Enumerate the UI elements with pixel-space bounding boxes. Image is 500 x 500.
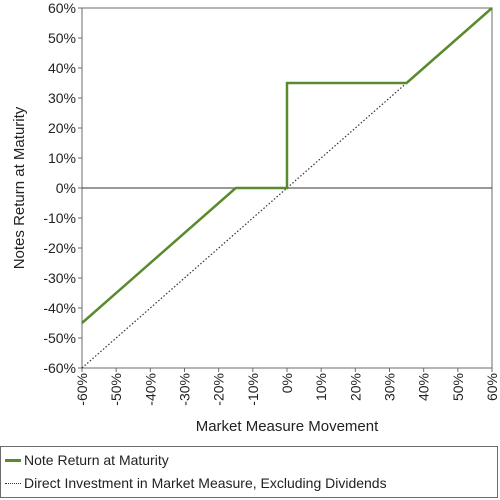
y-tick-label: 0% <box>56 180 76 196</box>
x-tick-label: 60% <box>484 373 500 401</box>
legend-swatch-solid-line <box>5 458 21 462</box>
y-tick-label: -30% <box>43 270 76 286</box>
y-tick-label: 40% <box>48 60 76 76</box>
x-tick-label: 30% <box>382 373 398 401</box>
x-tick-label: 10% <box>313 373 329 401</box>
x-tick-labels: -60% -50% -40% -30% -20% -10% 0% 10% 20% 30% 40% 50… <box>74 373 500 406</box>
x-tick-label: 50% <box>450 373 466 401</box>
legend-label: Note Return at Maturity <box>24 452 169 468</box>
x-tick-label: -60% <box>74 373 90 406</box>
y-tick-label: 30% <box>48 90 76 106</box>
legend-swatch-dotted-line <box>5 482 21 484</box>
y-tick-label: 50% <box>48 30 76 46</box>
x-tick-label: -20% <box>211 373 227 406</box>
y-tick-label: -60% <box>43 360 76 376</box>
legend-item-note-return: Note Return at Maturity <box>5 450 169 470</box>
x-tick-label: 20% <box>347 373 363 401</box>
y-tick-label: -50% <box>43 330 76 346</box>
legend-item-direct-investment: Direct Investment in Market Measure, Exc… <box>5 473 387 493</box>
x-tick-label: -50% <box>108 373 124 406</box>
x-tick-label: 0% <box>279 373 295 393</box>
x-tick-label: -10% <box>245 373 261 406</box>
chart-svg: 60% 50% 40% 30% 20% 10% 0% -10% -20% -30% -40% -50%… <box>11 0 500 435</box>
y-tick-label: -40% <box>43 300 76 316</box>
y-tick-label: -20% <box>43 240 76 256</box>
x-tick-label: 40% <box>416 373 432 401</box>
x-tick-marks <box>81 368 493 372</box>
series-layer <box>81 7 493 369</box>
note-return-line <box>81 7 493 324</box>
y-axis-title: Notes Return at Maturity <box>11 106 28 269</box>
y-tick-label: 10% <box>48 150 76 166</box>
y-tick-label: -10% <box>43 210 76 226</box>
y-tick-label: 60% <box>48 0 76 16</box>
y-tick-labels: 60% 50% 40% 30% 20% 10% 0% -10% -20% -30% -40% -50%… <box>43 0 76 376</box>
chart-legend: Note Return at Maturity Direct Investmen… <box>0 446 498 498</box>
x-tick-label: -30% <box>177 373 193 406</box>
x-axis-title: Market Measure Movement <box>196 418 379 435</box>
y-tick-label: 20% <box>48 120 76 136</box>
x-tick-label: -40% <box>142 373 158 406</box>
y-tick-marks <box>78 7 82 369</box>
legend-label: Direct Investment in Market Measure, Exc… <box>24 475 387 491</box>
